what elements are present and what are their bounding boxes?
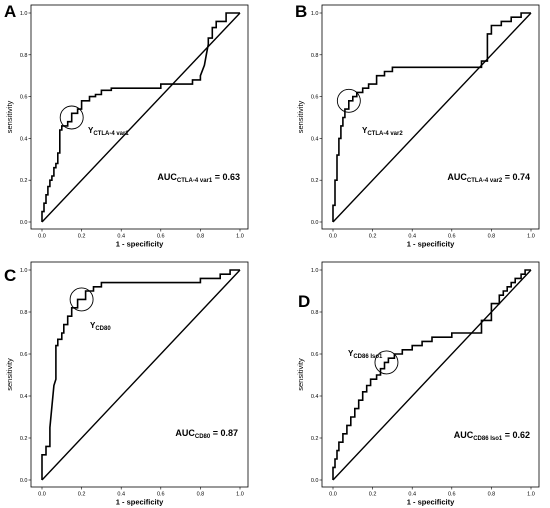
- chart-panel-c: C 0.0 0.2 0.4 0.6 0.8 1.0 0.0 0.2 0.4 0.6 0.8 1.0 1 -…: [4, 261, 249, 507]
- chart-panel-d: D 0.0 0.2 0.4 0.6 0.8 1.0 0.0 0.2 0.4 0.6 0.8 1.0 1 -…: [296, 261, 540, 507]
- x-tick-label: 0.2: [369, 234, 377, 240]
- youden-label: YCTLA-4 var2: [362, 126, 403, 137]
- youden-marker: [336, 88, 361, 113]
- x-tick-label: 0.0: [38, 492, 46, 498]
- y-axis-label: sensitivity: [5, 358, 14, 391]
- panel-label: B: [295, 2, 307, 21]
- y-tick-label: 0.0: [311, 478, 319, 484]
- x-tick-label: 0.8: [488, 234, 496, 240]
- y-tick-label: 0.0: [20, 220, 28, 226]
- plot-frame: [30, 261, 249, 488]
- y-axis-label: sensitivity: [5, 100, 14, 133]
- auc-label: AUCCTLA-4 var1 = 0.63: [157, 172, 240, 184]
- x-tick-label: 0.0: [329, 492, 337, 498]
- x-axis-label: 1 - specificity: [116, 498, 164, 507]
- y-tick-label: 0.4: [311, 394, 319, 400]
- roc-curve: [332, 12, 531, 222]
- y-tick-label: 1.0: [311, 268, 319, 274]
- plot-frame: [321, 4, 540, 230]
- youden-label: YCD86 Iso1: [348, 349, 383, 360]
- y-tick-label: 0.6: [20, 352, 28, 358]
- x-tick-label: 0.0: [329, 234, 337, 240]
- y-axis-label: sensitivity: [296, 358, 305, 391]
- x-tick-label: 1.0: [236, 492, 244, 498]
- y-tick-label: 0.6: [311, 95, 319, 101]
- y-tick-label: 0.8: [20, 53, 28, 59]
- roc-curve: [41, 12, 240, 222]
- y-tick-label: 0.2: [311, 436, 319, 442]
- y-tick-label: 0.2: [20, 436, 28, 442]
- auc-label: AUCCD86 Iso1 = 0.62: [454, 430, 530, 442]
- panel-label: A: [4, 2, 16, 21]
- plot-frame: [321, 261, 540, 488]
- x-axis-label: 1 - specificity: [407, 240, 455, 249]
- reference-line: [332, 269, 532, 481]
- x-tick-label: 0.2: [78, 492, 86, 498]
- y-tick-label: 0.4: [20, 394, 28, 400]
- y-tick-label: 0.4: [20, 136, 28, 142]
- reference-line: [41, 269, 241, 481]
- x-axis-label: 1 - specificity: [407, 498, 455, 507]
- y-tick-label: 0.8: [311, 310, 319, 316]
- panel-label: D: [298, 292, 310, 311]
- x-tick-label: 0.4: [117, 234, 125, 240]
- x-tick-label: 0.6: [157, 492, 165, 498]
- x-tick-label: 0.2: [78, 234, 86, 240]
- x-tick-label: 0.6: [448, 234, 456, 240]
- y-tick-label: 0.0: [20, 478, 28, 484]
- y-tick-label: 1.0: [311, 11, 319, 17]
- y-tick-label: 0.8: [311, 53, 319, 59]
- x-axis-label: 1 - specificity: [116, 240, 164, 249]
- youden-marker: [374, 350, 399, 375]
- youden-marker: [59, 105, 84, 130]
- auc-label: AUCCD80 = 0.87: [175, 428, 238, 440]
- roc-curve: [332, 269, 531, 480]
- x-tick-label: 0.4: [408, 492, 416, 498]
- x-tick-label: 0.4: [408, 234, 416, 240]
- y-axis-label: sensitivity: [296, 100, 305, 133]
- x-tick-label: 1.0: [527, 492, 535, 498]
- y-tick-label: 0.2: [20, 178, 28, 184]
- x-tick-label: 0.4: [117, 492, 125, 498]
- youden-marker: [69, 287, 94, 312]
- reference-line: [332, 12, 532, 223]
- y-tick-label: 0.0: [311, 220, 319, 226]
- y-tick-label: 0.2: [311, 178, 319, 184]
- x-tick-label: 0.8: [197, 234, 205, 240]
- chart-panel-b: B 0.0 0.2 0.4 0.6 0.8 1.0 0.0 0.2 0.4 0.6 0.8 1.0 1 -…: [295, 2, 540, 249]
- x-tick-label: 1.0: [527, 234, 535, 240]
- youden-label: YCTLA-4 var1: [88, 126, 129, 137]
- panel-label: C: [4, 266, 16, 285]
- auc-label: AUCCTLA-4 var2 = 0.74: [447, 172, 530, 184]
- y-tick-label: 0.8: [20, 310, 28, 316]
- y-tick-label: 1.0: [20, 268, 28, 274]
- x-tick-label: 0.6: [157, 234, 165, 240]
- x-tick-label: 0.8: [488, 492, 496, 498]
- x-tick-label: 0.6: [448, 492, 456, 498]
- roc-curve: [41, 269, 240, 480]
- x-tick-label: 0.0: [38, 234, 46, 240]
- y-tick-label: 0.6: [311, 352, 319, 358]
- chart-panel-a: A 0.0 0.2 0.4 0.6 0.8 1.0 0.0 0.2 0.4 0.6 0.8 1.0 1 -…: [4, 2, 249, 249]
- y-tick-label: 0.6: [20, 95, 28, 101]
- y-tick-label: 0.4: [311, 136, 319, 142]
- youden-label: YCD80: [90, 321, 111, 332]
- y-tick-label: 1.0: [20, 11, 28, 17]
- plot-frame: [30, 4, 249, 230]
- x-tick-label: 1.0: [236, 234, 244, 240]
- x-tick-label: 0.2: [369, 492, 377, 498]
- x-tick-label: 0.8: [197, 492, 205, 498]
